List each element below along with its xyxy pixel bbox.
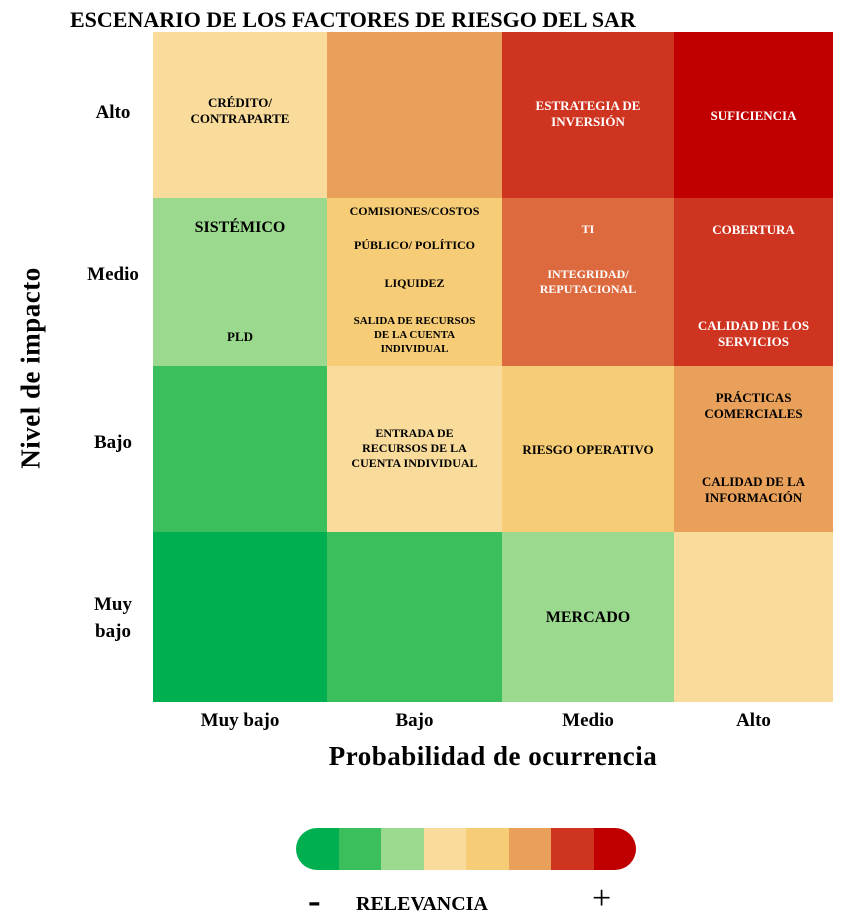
y-tick-label: Alto	[95, 102, 131, 123]
x-axis-title: Probabilidad de ocurrencia	[328, 741, 658, 771]
risk-factor-label: PLD	[227, 329, 253, 344]
risk-factor-label: TI	[581, 222, 595, 236]
matrix-cell	[327, 532, 502, 702]
risk-factor-label: PRÁCTICAS COMERCIALES	[704, 390, 803, 422]
risk-factor-label: ENTRADA DE RECURSOS DE LA CUENTA INDIVID…	[351, 426, 478, 470]
risk-factor-label: SUFICIENCIA	[710, 108, 797, 123]
matrix-cell: SUFICIENCIA	[674, 32, 833, 198]
risk-factor-label: RIESGO OPERATIVO	[522, 442, 654, 457]
matrix-cell: COBERTURA CALIDAD DE LOS SERVICIOS	[674, 198, 833, 366]
x-tick-label: Alto	[736, 710, 771, 731]
risk-factor-label: CRÉDITO/ CONTRAPARTE	[190, 95, 290, 127]
risk-matrix: CRÉDITO/ CONTRAPARTE ESTRATEGIA DE INVERS…	[153, 32, 833, 702]
legend-swatch	[381, 828, 424, 870]
legend-swatch	[508, 828, 551, 870]
risk-factor-label: COMISIONES/COSTOS	[349, 204, 480, 218]
y-axis-title-text: Nivel de impacto	[15, 267, 46, 469]
risk-factor-label: CALIDAD DE LOS SERVICIOS	[697, 318, 810, 350]
legend-swatch	[593, 828, 636, 870]
risk-factor-label: SALIDA DE RECURSOS DE LA CUENTA INDIVIDU…	[353, 315, 476, 355]
matrix-cell: PRÁCTICAS COMERCIALES CALIDAD DE LA INFOR…	[674, 366, 833, 532]
matrix-cell	[674, 532, 833, 702]
legend-label: RELEVANCIA	[356, 893, 488, 915]
legend-swatch	[423, 828, 466, 870]
relevance-legend-bar	[296, 828, 636, 870]
y-tick-label: Muy bajo	[94, 594, 132, 642]
risk-factor-label: SISTÉMICO	[194, 219, 286, 236]
x-tick-label: Medio	[562, 710, 614, 731]
x-tick-label: Muy bajo	[200, 710, 280, 731]
risk-factor-label: ESTRATEGIA DE INVERSIÓN	[535, 98, 641, 130]
matrix-cell: RIESGO OPERATIVO	[502, 366, 674, 532]
y-tick-label: Bajo	[94, 432, 132, 453]
chart-title: ESCENARIO DE LOS FACTORES DE RIESGO DEL …	[70, 7, 636, 32]
legend-swatch	[551, 828, 594, 870]
legend-plus-symbol: +	[592, 880, 612, 917]
legend-swatch	[338, 828, 381, 870]
risk-factor-label: COBERTURA	[712, 222, 795, 237]
risk-factor-label: INTEGRIDAD/ REPUTACIONAL	[539, 267, 637, 296]
matrix-cell	[327, 32, 502, 198]
legend-swatch	[466, 828, 509, 870]
risk-factor-label: MERCADO	[545, 609, 631, 626]
y-tick-label: Medio	[87, 264, 139, 285]
matrix-cell: COMISIONES/COSTOS PÚBLICO/ POLÍTICO LIQUID…	[327, 198, 502, 366]
risk-factor-label: LIQUIDEZ	[384, 276, 445, 290]
matrix-cell: ENTRADA DE RECURSOS DE LA CUENTA INDIVID…	[327, 366, 502, 532]
matrix-cell: MERCADO	[502, 532, 674, 702]
legend-swatch	[296, 828, 339, 870]
risk-factor-label: CALIDAD DE LA INFORMACIÓN	[701, 474, 806, 506]
matrix-cell: CRÉDITO/ CONTRAPARTE	[153, 32, 327, 198]
x-tick-label: Bajo	[395, 710, 434, 731]
matrix-cell	[153, 366, 327, 532]
matrix-cell: ESTRATEGIA DE INVERSIÓN	[502, 32, 674, 198]
risk-factor-label: PÚBLICO/ POLÍTICO	[353, 238, 476, 252]
matrix-cell: TI INTEGRIDAD/ REPUTACIONAL	[502, 198, 674, 366]
legend-minus-symbol: -	[308, 880, 321, 922]
matrix-cell: SISTÉMICO PLD	[153, 198, 327, 366]
matrix-cell	[153, 532, 327, 702]
